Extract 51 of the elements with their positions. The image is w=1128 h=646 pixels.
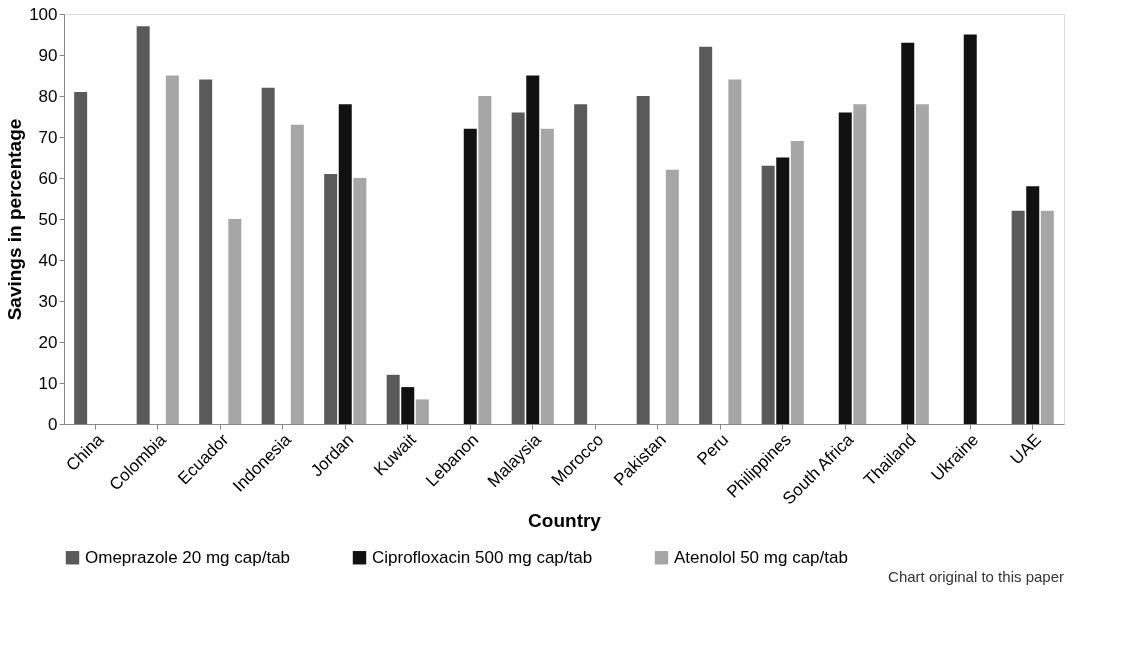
y-tick-label: 50 [38,209,58,229]
bar [415,399,429,424]
bar [228,219,242,424]
bar [478,96,492,424]
bar [761,165,775,424]
y-tick-label: 80 [38,86,58,106]
bar [463,128,477,424]
bar [636,96,650,424]
bar [290,124,304,424]
bar [901,42,915,424]
y-tick-label: 70 [38,127,58,147]
bar [401,387,415,424]
legend-label: Atenolol 50 mg cap/tab [674,547,848,567]
bar [915,104,929,424]
y-tick-label: 20 [38,332,58,352]
bar [1011,210,1025,424]
text: Chart original to this paper [888,568,1064,585]
y-tick-label: 100 [29,4,58,24]
bar [338,104,352,424]
legend-label: Ciprofloxacin 500 mg cap/tab [372,547,593,567]
bar [165,75,179,424]
bar [963,34,977,424]
x-axis-title: Country [528,510,602,532]
y-tick-label: 90 [38,45,58,65]
bar [699,46,713,424]
bar [324,173,338,424]
bar [511,112,525,424]
bar [665,169,679,424]
bar [1040,210,1054,424]
legend-label: Omeprazole 20 mg cap/tab [85,547,291,567]
y-tick-label: 40 [38,250,58,270]
bar [728,79,742,424]
bar [853,104,867,424]
bar [526,75,540,424]
bar [1026,186,1040,424]
bar [790,141,804,424]
bar [74,91,88,424]
bar [199,79,213,424]
bar [136,26,150,424]
y-tick-label: 30 [38,291,58,311]
y-tick-label: 10 [38,373,58,393]
bar [574,104,588,424]
bar [261,87,275,424]
bar [776,157,790,424]
y-axis-title: Savings in percentage [4,118,26,321]
bar [386,374,400,424]
y-tick-label: 60 [38,168,58,188]
y-tick-label: 0 [48,414,58,434]
bar [540,128,554,424]
bar [353,178,367,424]
bar [838,112,852,424]
